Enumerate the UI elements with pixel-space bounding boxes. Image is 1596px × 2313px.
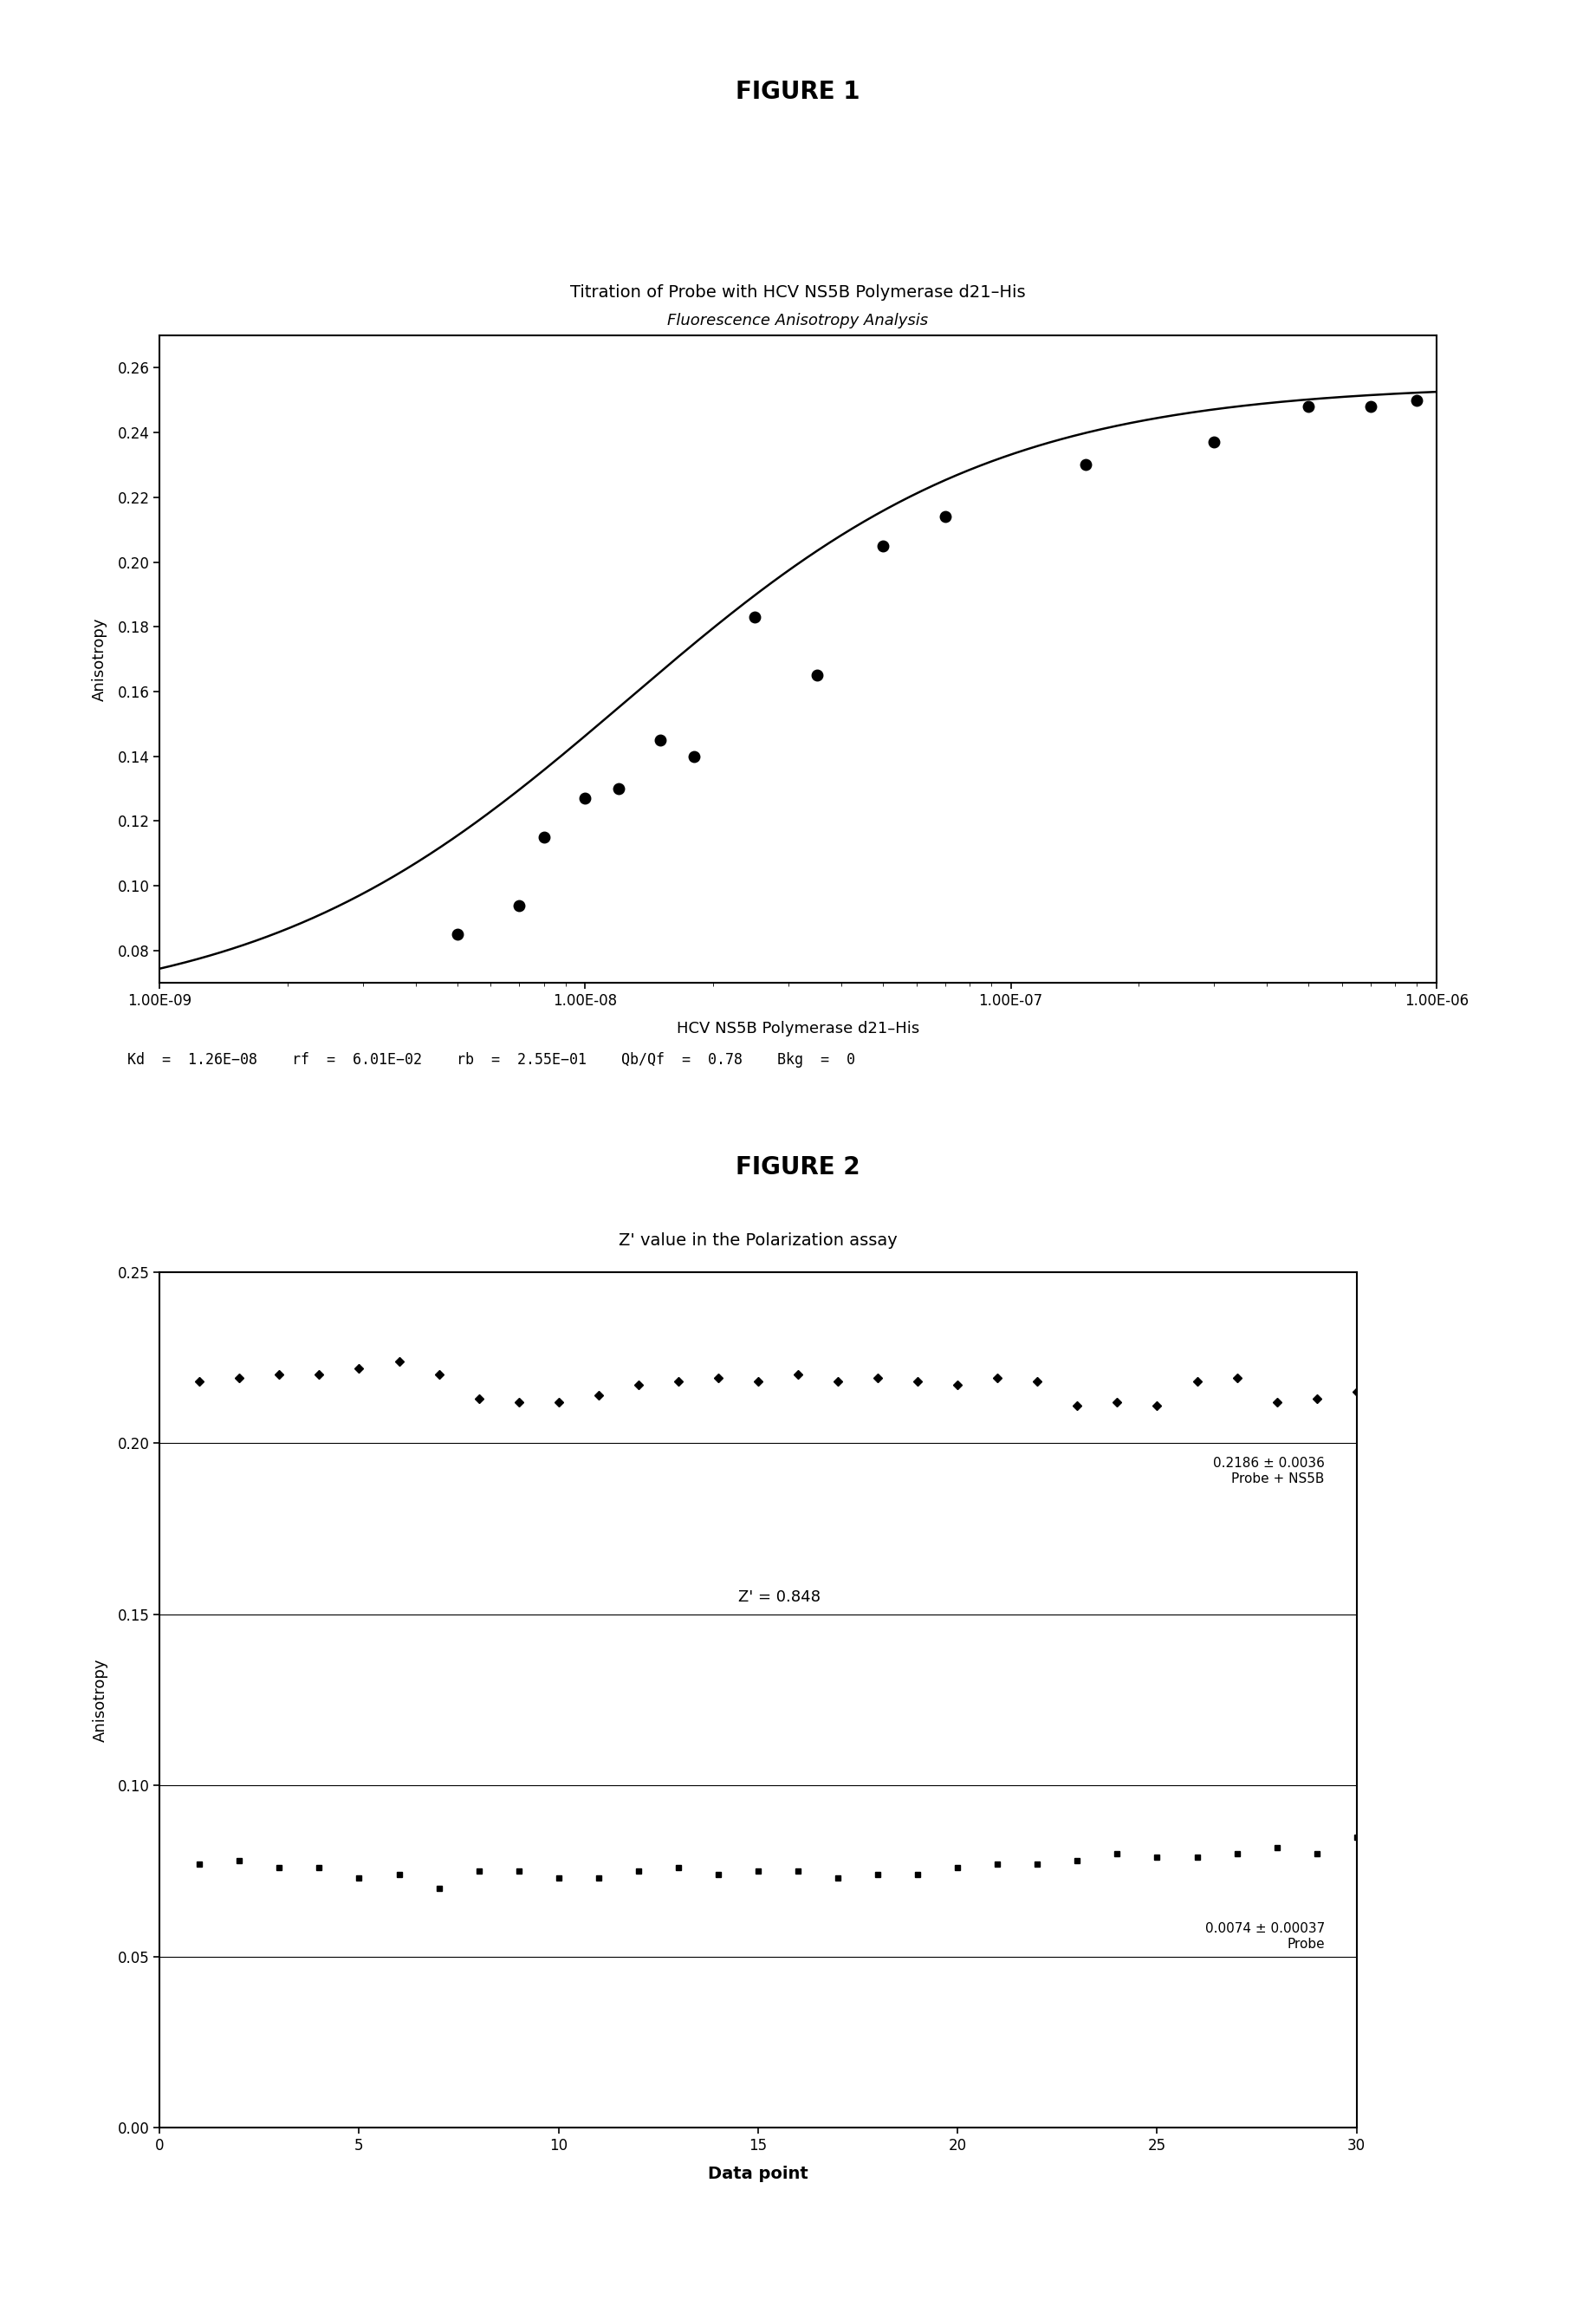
X-axis label: HCV NS5B Polymerase d21–His: HCV NS5B Polymerase d21–His: [677, 1020, 919, 1036]
X-axis label: Data point: Data point: [709, 2165, 808, 2181]
Text: Fluorescence Anisotropy Analysis: Fluorescence Anisotropy Analysis: [667, 312, 929, 328]
Text: FIGURE 2: FIGURE 2: [736, 1156, 860, 1180]
Text: FIGURE 1: FIGURE 1: [736, 81, 860, 104]
Text: Z' value in the Polarization assay: Z' value in the Polarization assay: [619, 1233, 897, 1249]
Text: Titration of Probe with HCV NS5B Polymerase d21–His: Titration of Probe with HCV NS5B Polymer…: [570, 284, 1026, 301]
Text: Z' = 0.848: Z' = 0.848: [737, 1589, 820, 1605]
Y-axis label: Anisotropy: Anisotropy: [93, 618, 107, 701]
Text: Kd  =  1.26E−08    rf  =  6.01E−02    rb  =  2.55E−01    Qb/Qf  =  0.78    Bkg  : Kd = 1.26E−08 rf = 6.01E−02 rb = 2.55E−0…: [128, 1052, 855, 1069]
Y-axis label: Anisotropy: Anisotropy: [93, 1658, 109, 1742]
Text: 0.0074 ± 0.00037
Probe: 0.0074 ± 0.00037 Probe: [1205, 1922, 1325, 1950]
Text: 0.2186 ± 0.0036
Probe + NS5B: 0.2186 ± 0.0036 Probe + NS5B: [1213, 1457, 1325, 1485]
